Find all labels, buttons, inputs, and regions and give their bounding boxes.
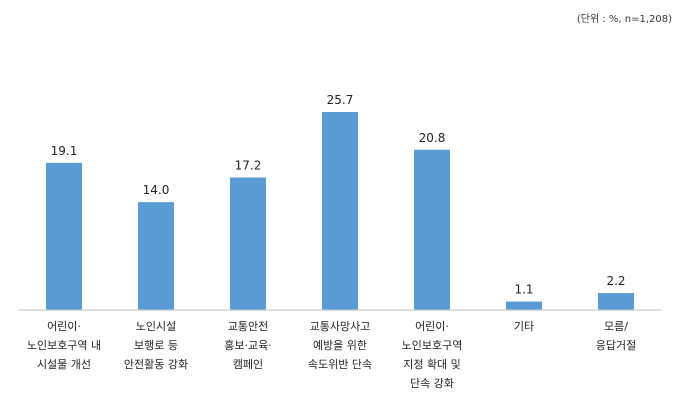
- category-label-5-line-3: 지정 확대 및: [403, 358, 461, 371]
- category-label-1-line-2: 노인보호구역 내: [27, 339, 101, 352]
- category-label-1-line-1: 어린이·: [47, 320, 81, 333]
- data-label-6: 1.1: [514, 283, 533, 297]
- category-label-3-line-3: 캠페인: [233, 358, 263, 371]
- data-label-3: 17.2: [235, 158, 262, 172]
- data-label-7: 2.2: [606, 274, 625, 288]
- bar-2: [138, 202, 174, 310]
- bar-6: [506, 301, 542, 310]
- data-label-2: 14.0: [143, 183, 170, 197]
- category-label-4-line-2: 예방을 위한: [313, 339, 367, 352]
- category-label-5-line-4: 단속 강화: [410, 377, 454, 390]
- category-label-5-line-2: 노인보호구역: [402, 339, 463, 352]
- bar-7: [598, 293, 634, 310]
- category-label-5-line-1: 어린이·: [415, 320, 449, 333]
- category-label-6-line-1: 기타: [514, 320, 534, 333]
- category-label-4-line-1: 교통사망사고: [310, 320, 371, 333]
- category-label-1-line-3: 시설물 개선: [37, 358, 91, 371]
- data-label-1: 19.1: [51, 144, 78, 158]
- bar-5: [414, 149, 450, 310]
- unit-note: (단위 : %, n=1,208): [576, 14, 672, 25]
- data-label-4: 25.7: [327, 93, 354, 107]
- bar-3: [230, 177, 266, 310]
- bar-4: [322, 112, 358, 310]
- category-label-2-line-1: 노인시설: [136, 320, 176, 333]
- category-label-7-line-2: 응답거절: [596, 339, 636, 352]
- bar-1: [46, 162, 82, 310]
- category-label-2-line-3: 안전활동 강화: [124, 357, 188, 371]
- category-label-3-line-1: 교통안전: [228, 320, 268, 333]
- category-label-3-line-2: 홍보·교육·: [224, 338, 271, 352]
- data-label-5: 20.8: [419, 131, 446, 145]
- category-label-7-line-1: 모름/: [604, 320, 628, 333]
- category-label-4-line-3: 속도위반 단속: [308, 358, 372, 371]
- category-label-2-line-2: 보행로 등: [134, 339, 178, 352]
